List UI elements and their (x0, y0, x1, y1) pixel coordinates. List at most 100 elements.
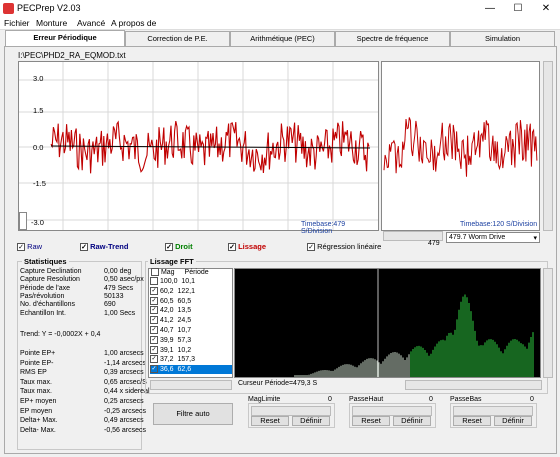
fft-period: 57,3 (177, 336, 192, 344)
checkbox-fft-item[interactable]: ✓ (150, 286, 158, 295)
y-zoom-slider[interactable] (19, 212, 27, 230)
checkbox-all[interactable] (151, 268, 159, 276)
stat-label: Echantillon Int. (20, 309, 66, 317)
filter-reset-button[interactable]: Reset (453, 416, 491, 426)
stat-value: 0,25 arcsecs (104, 398, 144, 405)
fft-vertical-scrollbar[interactable] (543, 268, 553, 378)
stat-value: 0,49 arcsecs (104, 417, 144, 425)
fft-list[interactable] (148, 268, 233, 378)
tab-simulation[interactable]: Simulation (450, 31, 555, 46)
checkbox-fft-item[interactable] (150, 277, 158, 285)
checkbox-fft-item[interactable]: ✓ (150, 355, 158, 364)
stat-value: -1,14 arcsecs (104, 359, 147, 367)
checkbox-fft-item[interactable]: ✓ (150, 365, 158, 374)
stat-value: 1,00 Secs (104, 309, 136, 317)
legend-raw[interactable]: ✓ Raw (17, 242, 42, 252)
checkbox-fft-item[interactable]: ✓ (150, 316, 158, 325)
stat-value: 0,50 asec/px (104, 276, 144, 284)
filter-define-button[interactable]: Définir (393, 416, 431, 426)
stats-group (17, 261, 142, 450)
tab-arithmetique[interactable]: Arithmétique (PEC) (230, 31, 335, 46)
pe-zoom-svg (383, 117, 538, 177)
filter-title: PasseBas (450, 396, 482, 403)
checkbox-fft-item[interactable]: ✓ (150, 345, 158, 354)
fft-cursor-readout: Curseur Période=479,3 S (238, 380, 318, 387)
stat-row: Taux max. 0,44 x sidereal (20, 388, 150, 396)
legend-droit[interactable]: ✓ Droit (165, 242, 193, 252)
fft-spectrum-chart (234, 268, 541, 378)
stat-row: EP moyen -0,25 arcsecs (20, 408, 146, 415)
filter-value: 0 (328, 396, 332, 403)
stat-label: RMS EP (20, 369, 47, 377)
minimize-button[interactable]: — (485, 3, 495, 14)
fft-period: 13,5 (177, 307, 192, 315)
fft-list-item[interactable]: ✓ 60,5 60,5 (150, 296, 232, 306)
fft-list-item[interactable]: ✓ 37,2 157,3 (150, 355, 232, 364)
fft-period: 60,5 (177, 297, 192, 305)
checkbox-fft-item[interactable]: ✓ (150, 306, 158, 315)
legend-lissage[interactable]: ✓ Lissage (228, 242, 267, 252)
stat-label: No. d'échantillons (20, 301, 76, 309)
fft-list-scrollbar[interactable] (150, 380, 232, 390)
checkbox-regression[interactable]: ✓ (307, 243, 315, 252)
fft-spectrum-svg (294, 269, 534, 377)
legend-raw-trend[interactable]: ✓ Raw-Trend (80, 242, 128, 252)
tab-spectre[interactable]: Spectre de fréquence (335, 31, 450, 46)
title-bar: PECPrep V2.03 — ☐ ✕ (0, 0, 560, 17)
checkbox-lissage[interactable]: ✓ (228, 243, 236, 252)
fft-list-item[interactable]: ✓ 41,2 24,5 (150, 316, 232, 325)
checkbox-fft-item[interactable]: ✓ (150, 326, 158, 334)
menu-a-propos[interactable]: A propos de (111, 18, 157, 28)
stat-value: -0,25 arcsecs (104, 407, 147, 415)
stat-value: 0,65 arcsec/S (104, 378, 147, 386)
checkbox-fft-item[interactable]: ✓ (150, 335, 158, 344)
fft-list-item[interactable]: ✓ 40,7 10,7 (150, 326, 232, 335)
legend-regression[interactable]: ✓ Régression linéaire (307, 242, 382, 252)
filtre-auto-button[interactable]: Filtre auto (153, 403, 233, 425)
fft-list-item[interactable]: ✓ 42,0 13,5 (150, 306, 232, 315)
checkbox-fft-item[interactable]: ✓ (150, 296, 158, 305)
fft-list-item[interactable]: 100,0 10,1 (150, 277, 232, 286)
tab-correction-pe[interactable]: Correction de P.E. (125, 31, 230, 46)
timebase-scrollbar[interactable] (383, 231, 443, 241)
maximize-button[interactable]: ☐ (513, 3, 523, 14)
pe-chart-main: 3.0 1.5 0.0 -1.5 -3.0 Timebase:479 S/Div… (18, 61, 379, 235)
filter-slider[interactable] (453, 406, 533, 416)
tab-erreur-periodique[interactable]: Erreur Périodique (5, 30, 125, 46)
filter-reset-button[interactable]: Reset (251, 416, 289, 426)
stat-row: Pas/révolution 50133 (20, 293, 123, 300)
filter-reset-button[interactable]: Reset (352, 416, 390, 426)
checkbox-raw-trend[interactable]: ✓ (80, 243, 88, 252)
close-button[interactable]: ✕ (541, 3, 551, 14)
pe-chart-zoom: Timebase:120 S/Division (381, 61, 540, 231)
menu-avance[interactable]: Avancé (77, 18, 106, 28)
fft-mag: 60,5 (159, 297, 174, 305)
legend-regression-label: Régression linéaire (317, 242, 382, 251)
fft-list-item[interactable]: ✓ 39,1 10,2 (150, 345, 232, 355)
checkbox-droit[interactable]: ✓ (165, 243, 173, 252)
stat-row: Pointe EP- -1,14 arcsecs (20, 360, 146, 367)
checkbox-raw[interactable]: ✓ (17, 243, 25, 252)
filter-slider[interactable] (251, 406, 331, 416)
fft-mag: 37,2 (159, 356, 174, 364)
fft-period: 10,1 (181, 277, 195, 285)
filter-define-button[interactable]: Définir (292, 416, 330, 426)
legend-lissage-label: Lissage (238, 242, 267, 251)
period-dropdown[interactable]: 479.7 Worm Drive ▾ (446, 232, 540, 243)
menu-fichier[interactable]: Fichier (4, 18, 30, 28)
stat-label: EP+ moyen (20, 398, 57, 405)
fft-list-item[interactable]: ✓ 36,6 62,6 (150, 365, 232, 375)
chart-vertical-scrollbar[interactable] (543, 61, 553, 231)
fft-list-item[interactable]: ✓ 39,9 57,3 (150, 335, 232, 345)
timebase-left: Timebase:479 S/Division (301, 221, 346, 235)
y-tick-label: 0.0 (33, 143, 44, 152)
filter-slider[interactable] (352, 406, 432, 416)
fft-list-item[interactable]: ✓ 60,2 122,1 (150, 286, 232, 296)
stat-row: Capture Declination 0,00 deg (20, 268, 131, 275)
stat-label: Taux max. (20, 388, 52, 396)
menu-monture[interactable]: Monture (36, 18, 68, 28)
fft-horizontal-scrollbar[interactable] (405, 380, 542, 390)
filter-group (248, 403, 335, 428)
stat-label: Delta+ Max. (20, 417, 58, 425)
filter-define-button[interactable]: Définir (494, 416, 532, 426)
